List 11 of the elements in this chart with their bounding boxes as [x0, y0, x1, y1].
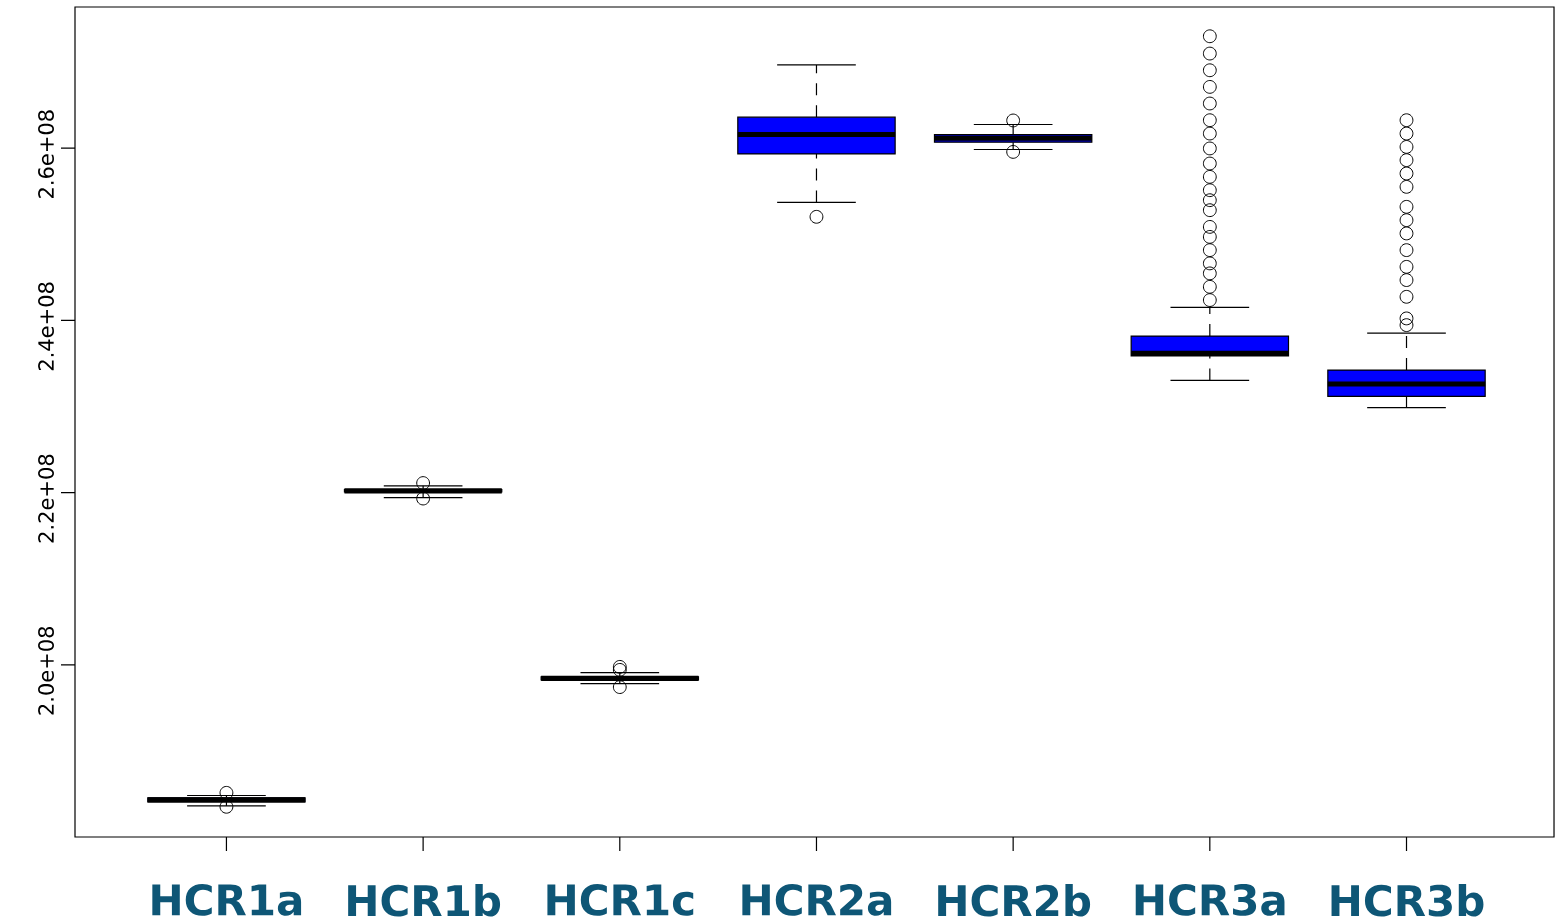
x-tick-label: HCR3a: [1135, 884, 1285, 916]
y-tick-label: 2.4e+08: [38, 282, 54, 371]
x-tick-label: HCR1b: [348, 884, 501, 917]
y-tick-label: 2.2e+08: [38, 454, 54, 543]
x-tick-label: HCR2b: [938, 884, 1091, 917]
x-tick-label: HCR2a: [742, 884, 892, 916]
y-tick-label: 2.0e+08: [38, 626, 54, 715]
x-tick-label: HCR1c: [547, 884, 694, 916]
x-tick-label: HCR3b: [1331, 884, 1484, 917]
x-tick-label: HCR1a: [152, 884, 302, 916]
y-tick-label: 2.6e+08: [38, 110, 54, 198]
